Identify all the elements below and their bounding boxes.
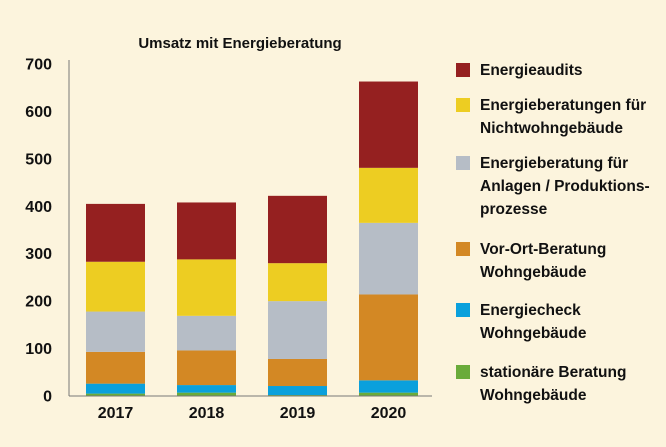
- legend-swatch: [456, 242, 470, 256]
- bar-segment: [177, 385, 236, 393]
- x-tick-label: 2017: [98, 405, 134, 422]
- legend-label: Anlagen / Produktions-: [480, 178, 650, 195]
- y-tick-label: 300: [25, 246, 52, 263]
- bar-segment: [86, 312, 145, 352]
- bar-segment: [86, 352, 145, 384]
- legend-swatch: [456, 303, 470, 317]
- y-tick-label: 500: [25, 151, 52, 168]
- bar-segment: [268, 359, 327, 386]
- legend-swatch: [456, 365, 470, 379]
- y-tick-label: 100: [25, 341, 52, 358]
- bar-segment: [359, 223, 418, 295]
- y-tick-label: 0: [43, 389, 52, 406]
- legend-label: prozesse: [480, 201, 548, 218]
- legend-label: Energieberatungen für: [480, 97, 646, 114]
- bar-segment: [359, 393, 418, 396]
- legend-label: stationäre Beratung: [480, 364, 626, 381]
- y-tick-label: 700: [25, 57, 52, 74]
- bar-segment: [86, 384, 145, 394]
- legend-swatch: [456, 98, 470, 112]
- x-tick-label: 2018: [189, 405, 225, 422]
- legend-item: stationäre Beratung Wohngebäude: [456, 364, 626, 404]
- legend-swatch: [456, 63, 470, 77]
- bar-segment: [177, 259, 236, 315]
- bar-segment: [359, 380, 418, 392]
- chart-title: Umsatz mit Energieberatung: [138, 35, 341, 52]
- legend-label: Nichtwohngebäude: [480, 120, 623, 137]
- bar-segment: [177, 393, 236, 396]
- legend-label: Energiecheck: [480, 302, 581, 319]
- legend-item: Energieberatungen für Nichtwohngebäude: [456, 97, 646, 137]
- legend-item: Vor-Ort-Beratung Wohngebäude: [456, 241, 606, 281]
- bar-segment: [177, 316, 236, 351]
- legend-label: Vor-Ort-Beratung: [480, 241, 606, 258]
- bar-segment: [359, 168, 418, 223]
- bar-segment: [177, 202, 236, 259]
- legend-item: Energiecheck Wohngebäude: [456, 302, 587, 342]
- y-tick-label: 600: [25, 104, 52, 121]
- legend-label: Energieberatung für: [480, 155, 628, 172]
- y-tick-label: 200: [25, 294, 52, 311]
- legend-item: Energieberatung für Anlagen / Produktions…: [456, 155, 650, 218]
- legend-label: Wohngebäude: [480, 325, 587, 342]
- x-tick-label: 2019: [280, 405, 316, 422]
- x-tick-label: 2020: [371, 405, 407, 422]
- legend-label: Wohngebäude: [480, 264, 587, 281]
- bar-segment: [268, 196, 327, 263]
- bar-segment: [86, 394, 145, 396]
- bar-segment: [359, 82, 418, 168]
- y-tick-label: 400: [25, 199, 52, 216]
- bar-segment: [177, 350, 236, 385]
- bar-segment: [268, 263, 327, 301]
- legend-label: Wohngebäude: [480, 387, 587, 404]
- legend-swatch: [456, 156, 470, 170]
- bar-segment: [268, 301, 327, 359]
- bar-segment: [359, 294, 418, 380]
- bar-segment: [86, 262, 145, 312]
- bar-segment: [268, 386, 327, 395]
- bar-segment: [86, 204, 145, 262]
- legend-label: Energieaudits: [480, 62, 583, 79]
- legend-item: Energieaudits: [456, 62, 583, 79]
